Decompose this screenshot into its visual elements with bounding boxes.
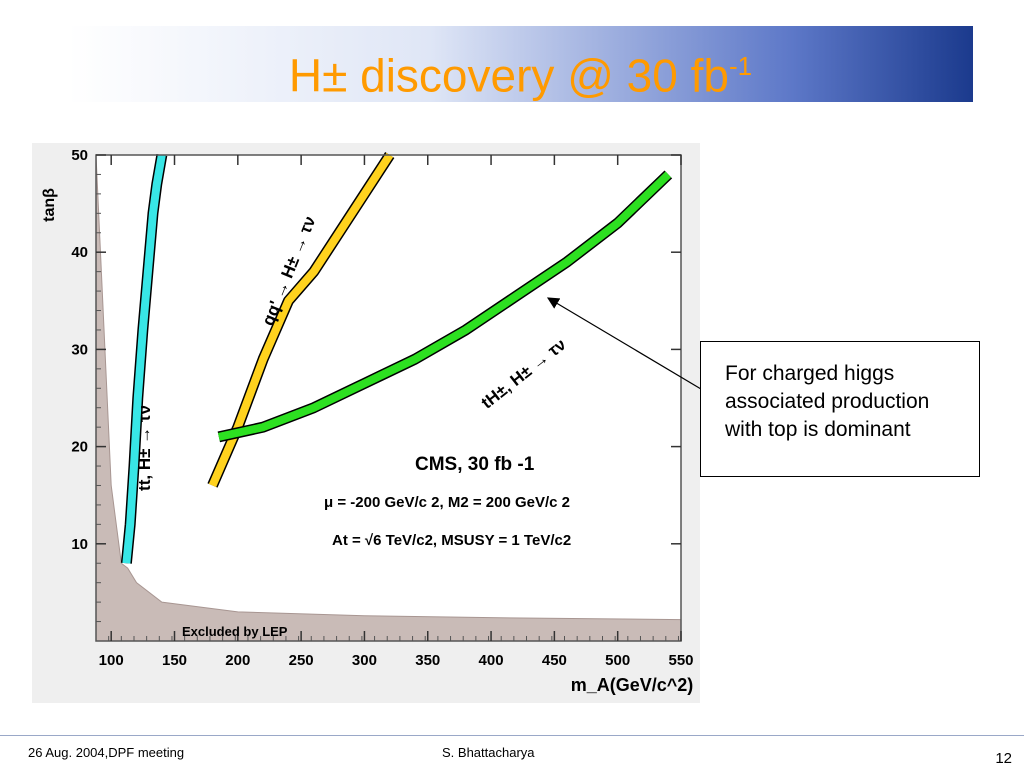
footer-center: S. Bhattacharya <box>442 745 535 760</box>
series-line <box>122 154 166 564</box>
x-tick-label: 100 <box>99 652 124 669</box>
y-tick-label: 10 <box>71 536 88 553</box>
excluded-region-label: Excluded by LEP <box>182 624 288 639</box>
plot-area <box>96 155 681 641</box>
mu-annotation: μ = -200 GeV/c 2, M2 = 200 GeV/c 2 <box>324 494 570 511</box>
x-axis-label: m_A(GeV/c^2) <box>571 675 694 695</box>
x-tick-label: 350 <box>415 652 440 669</box>
page-number: 12 <box>995 750 1012 767</box>
slide-title: H± discovery @ 30 fb-1 <box>288 49 753 102</box>
x-tick-label: 200 <box>225 652 250 669</box>
footer-left: 26 Aug. 2004,DPF meeting <box>28 745 185 760</box>
series-label-tt: tt, H± → τν <box>135 405 154 491</box>
series-line <box>217 171 672 441</box>
callout-box: For charged higgs associated production … <box>700 341 980 477</box>
callout-line: For charged higgs <box>725 362 895 385</box>
x-tick-label: 400 <box>479 652 504 669</box>
title-exponent: -1 <box>728 51 753 81</box>
y-tick-label: 30 <box>71 341 88 358</box>
series-line <box>208 152 394 488</box>
at-annotation: At = √6 TeV/c2, MSUSY = 1 TeV/c2 <box>332 532 571 549</box>
plot-panel: 100 150 200 250 300 350 400 450 500 550 10 20 30 40 50… <box>32 143 700 703</box>
x-tick-label: 450 <box>542 652 567 669</box>
x-tick-label: 150 <box>162 652 187 669</box>
footer-divider <box>0 735 1024 736</box>
y-axis-label: tanβ <box>41 188 58 222</box>
x-tick-label: 500 <box>605 652 630 669</box>
title-bar: H± discovery @ 30 fb-1 <box>68 26 973 102</box>
x-tick-label: 300 <box>352 652 377 669</box>
cms-annotation: CMS, 30 fb -1 <box>415 454 535 475</box>
y-tick-label: 50 <box>71 147 88 164</box>
callout-line: associated production <box>725 390 930 413</box>
y-tick-label: 40 <box>71 244 88 261</box>
y-tick-label: 20 <box>71 439 88 456</box>
plot-frame <box>95 154 682 642</box>
callout-line: with top is dominant <box>725 418 911 441</box>
x-tick-label: 250 <box>289 652 314 669</box>
x-tick-label: 550 <box>668 652 693 669</box>
